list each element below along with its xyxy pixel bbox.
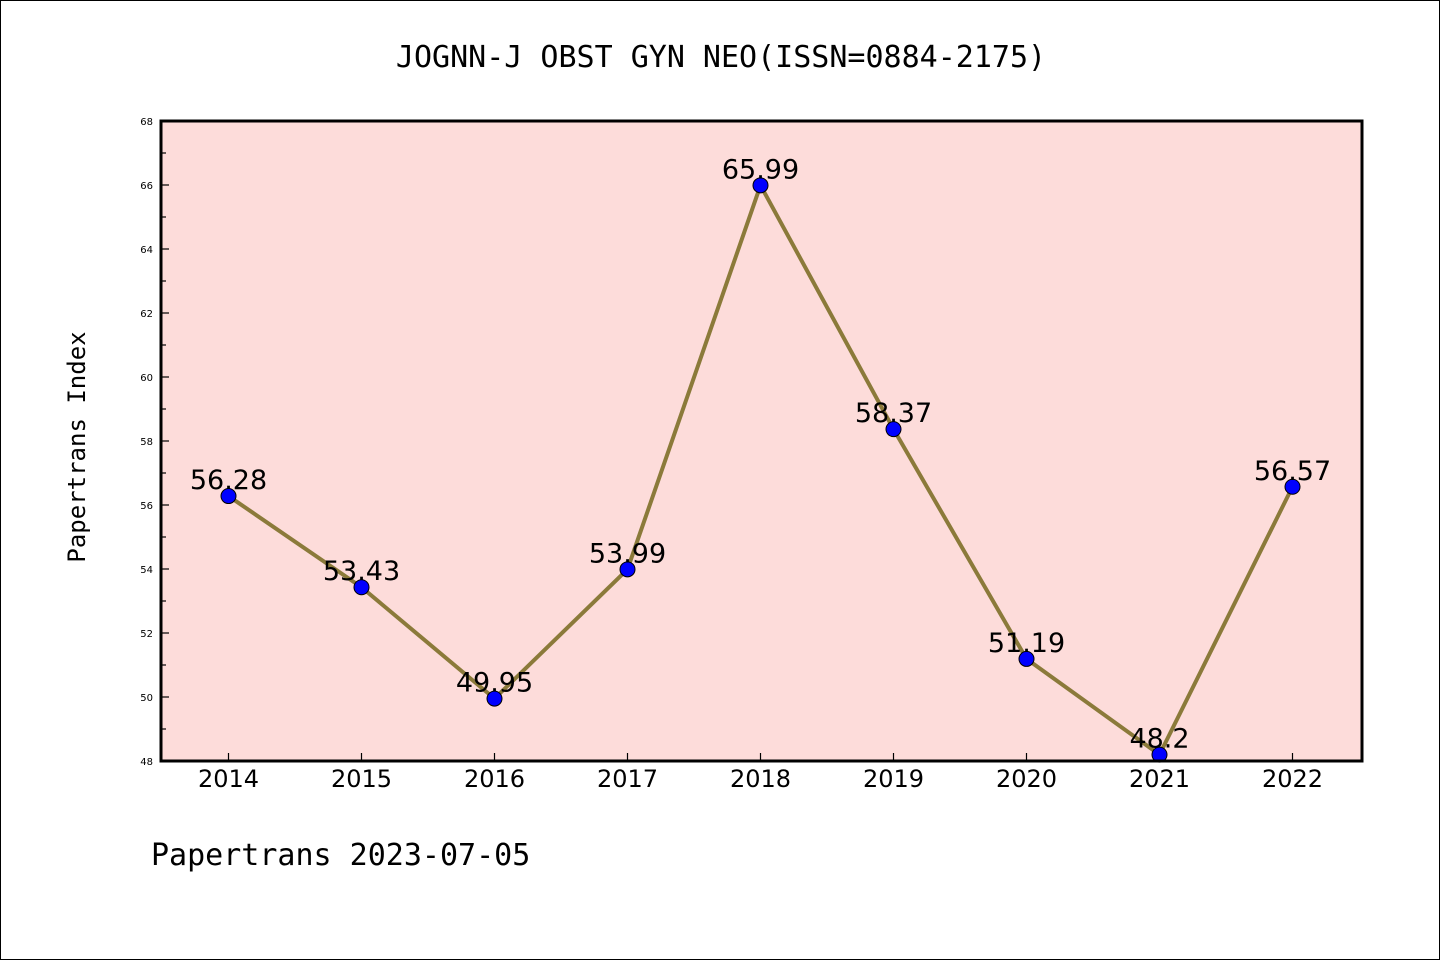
data-label: 53.43 xyxy=(323,556,400,587)
y-tick-label: 56 xyxy=(140,501,153,512)
x-tick-label: 2019 xyxy=(863,765,924,793)
x-tick-label: 2016 xyxy=(464,765,525,793)
data-label: 51.19 xyxy=(988,628,1065,659)
y-tick-label: 68 xyxy=(140,117,153,128)
x-tick-label: 2021 xyxy=(1129,765,1190,793)
data-point xyxy=(1018,650,1035,667)
data-point xyxy=(486,690,503,707)
x-axis: 2014 2015 2016 2017 2018 2019 2020 2021 2022 xyxy=(198,753,1323,793)
x-tick-label: 2017 xyxy=(597,765,658,793)
y-tick-label: 58 xyxy=(140,437,153,448)
y-tick-label: 66 xyxy=(140,181,153,192)
plot-border xyxy=(159,119,1364,763)
data-label: 48.2 xyxy=(1129,724,1189,755)
data-label: 58.37 xyxy=(855,398,932,429)
y-tick-label: 50 xyxy=(140,693,153,704)
x-tick-label: 2022 xyxy=(1262,765,1323,793)
y-tick-label: 54 xyxy=(140,565,153,576)
y-tick-label: 64 xyxy=(140,245,153,256)
y-tick-label: 48 xyxy=(140,757,153,768)
data-point xyxy=(353,579,370,596)
data-point xyxy=(885,421,902,438)
x-tick-label: 2020 xyxy=(996,765,1057,793)
data-point xyxy=(220,488,237,505)
y-axis-label: Papertrans Index xyxy=(63,331,91,562)
data-point xyxy=(752,177,769,194)
chart-title: JOGNN-J OBST GYN NEO(ISSN=0884-2175) xyxy=(396,40,1046,75)
y-tick-label: 52 xyxy=(140,629,153,640)
y-tick-label: 62 xyxy=(140,309,153,320)
x-tick-label: 2018 xyxy=(730,765,791,793)
y-tick-label: 60 xyxy=(140,373,153,384)
data-label: 65.99 xyxy=(722,154,799,185)
data-point xyxy=(619,561,636,578)
plot-area xyxy=(161,121,1362,761)
data-point xyxy=(1284,478,1301,495)
data-label: 56.57 xyxy=(1254,456,1331,487)
data-labels: 56.28 53.43 49.95 53.99 65.99 58.37 51.19 48.2 5… xyxy=(190,154,1331,754)
data-label: 53.99 xyxy=(589,538,666,569)
footer-stamp: Papertrans 2023-07-05 xyxy=(151,838,530,873)
data-label: 56.28 xyxy=(190,465,267,496)
series-markers xyxy=(220,177,1301,763)
x-tick-label: 2014 xyxy=(198,765,259,793)
y-axis: 48 50 52 54 56 58 60 62 64 66 68 xyxy=(140,117,169,768)
x-tick-label: 2015 xyxy=(331,765,392,793)
data-label: 49.95 xyxy=(456,668,533,699)
